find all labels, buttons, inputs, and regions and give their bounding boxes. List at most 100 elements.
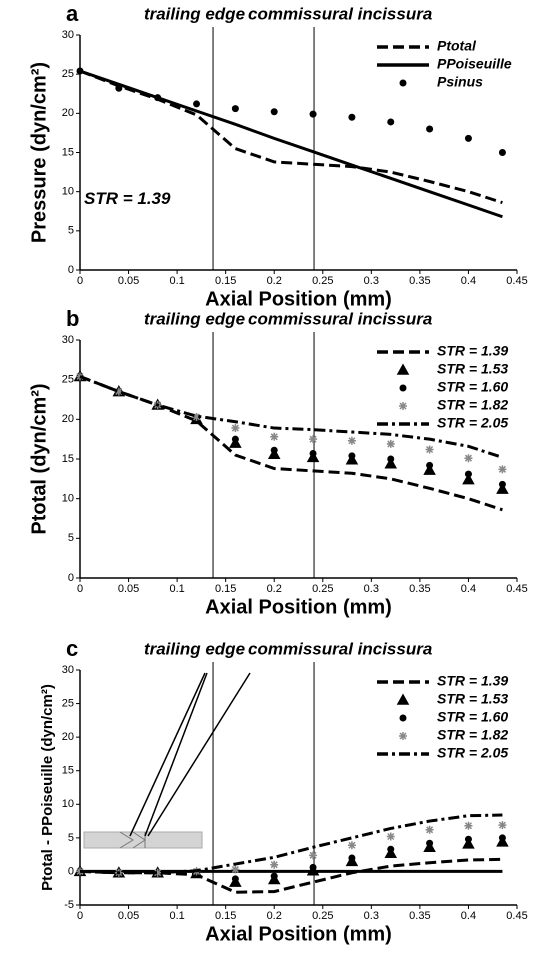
marker [423,840,436,853]
y-tick-label: 25 [62,374,74,386]
legend-swatch [399,732,407,740]
y-tick-label: 20 [62,731,74,743]
y-tick-label: 20 [62,413,74,425]
y-tick-label: 30 [62,664,74,676]
marker [193,100,201,108]
y-tick-label: 5 [68,225,74,237]
marker [387,455,395,463]
marker [387,845,395,853]
marker [498,480,506,488]
x-tick-label: 0.35 [409,583,430,595]
marker [231,435,239,443]
x-tick-label: 0.45 [506,275,527,287]
panel-label: b [66,306,79,331]
marker [464,454,473,463]
reference-label: trailing edge [144,309,245,328]
x-tick-label: 0.25 [312,910,333,922]
marker [309,851,318,860]
panel-label: a [66,1,79,26]
x-axis-label: Axial Position (mm) [205,923,392,945]
marker [387,118,395,126]
legend-label: Psinus [437,74,483,90]
series-line [79,69,503,219]
x-tick-label: 0.2 [267,910,282,922]
x-tick-label: 0.4 [461,910,476,922]
y-tick-label: 0 [68,264,74,276]
legend-swatch [396,693,410,705]
marker [496,835,509,847]
y-axis-label: Ptotal (dyn/cm²) [28,383,50,534]
legend-label: STR = 1.53 [437,691,508,707]
x-tick-label: 0.1 [169,275,184,287]
x-tick-label: 0 [77,275,83,287]
marker [348,854,356,862]
y-tick-label: 10 [62,798,74,810]
marker [154,94,162,102]
marker [270,108,278,116]
marker [115,84,123,92]
legend-swatch [399,79,407,87]
x-tick-label: 0.15 [215,583,236,595]
callout-line [144,672,208,837]
marker [498,465,507,474]
x-tick-label: 0.1 [169,583,184,595]
x-axis-label: Axial Position (mm) [205,288,392,310]
x-tick-label: 0.4 [461,583,476,595]
legend-label: STR = 2.05 [437,415,508,431]
x-tick-label: 0.45 [506,583,527,595]
marker [462,837,475,849]
marker [464,134,472,142]
y-tick-label: 15 [62,453,74,465]
marker [231,424,240,433]
y-tick-label: 25 [62,697,74,709]
marker [462,473,475,485]
x-tick-label: 0.2 [267,583,282,595]
x-tick-label: 0.3 [364,910,379,922]
reference-label: commissural incissura [248,309,432,328]
y-tick-label: 15 [62,146,74,158]
x-tick-label: 0.3 [364,583,379,595]
marker [348,113,356,121]
marker [76,67,84,75]
marker [498,149,506,156]
reference-label: commissural incissura [248,4,432,23]
x-tick-label: 0.25 [312,275,333,287]
marker [464,470,472,478]
marker [425,825,434,834]
y-tick-label: 5 [68,832,74,844]
reference-label: trailing edge [144,4,245,23]
marker [384,457,398,469]
marker [496,482,509,494]
y-axis-label: Ptotal - PPoiseuille (dyn/cm²) [39,684,56,891]
y-tick-label: 5 [68,532,74,544]
marker [498,834,506,842]
inset-valve [83,831,203,849]
x-axis-label: Axial Position (mm) [205,596,392,618]
marker [464,821,473,830]
marker [309,435,318,444]
series-line [79,375,503,459]
marker [348,452,356,460]
x-tick-label: 0.1 [169,910,184,922]
marker [426,461,434,469]
x-tick-label: 0.35 [409,910,430,922]
legend-swatch [396,363,410,375]
x-tick-label: 0.4 [461,275,476,287]
panel-label: c [66,636,78,661]
marker [231,875,239,883]
marker [309,449,317,457]
y-tick-label: 30 [62,29,74,41]
legend-label: STR = 2.05 [437,745,508,761]
legend-label: STR = 1.82 [437,397,508,413]
marker [347,436,356,445]
x-tick-label: 0.05 [118,275,139,287]
y-tick-label: 0 [68,865,74,877]
legend-label: Ptotal [437,38,477,54]
x-tick-label: 0.2 [267,275,282,287]
reference-label: trailing edge [144,639,245,658]
marker [153,868,162,877]
annotation: STR = 1.39 [84,189,171,208]
marker [426,839,434,847]
marker [270,860,279,869]
